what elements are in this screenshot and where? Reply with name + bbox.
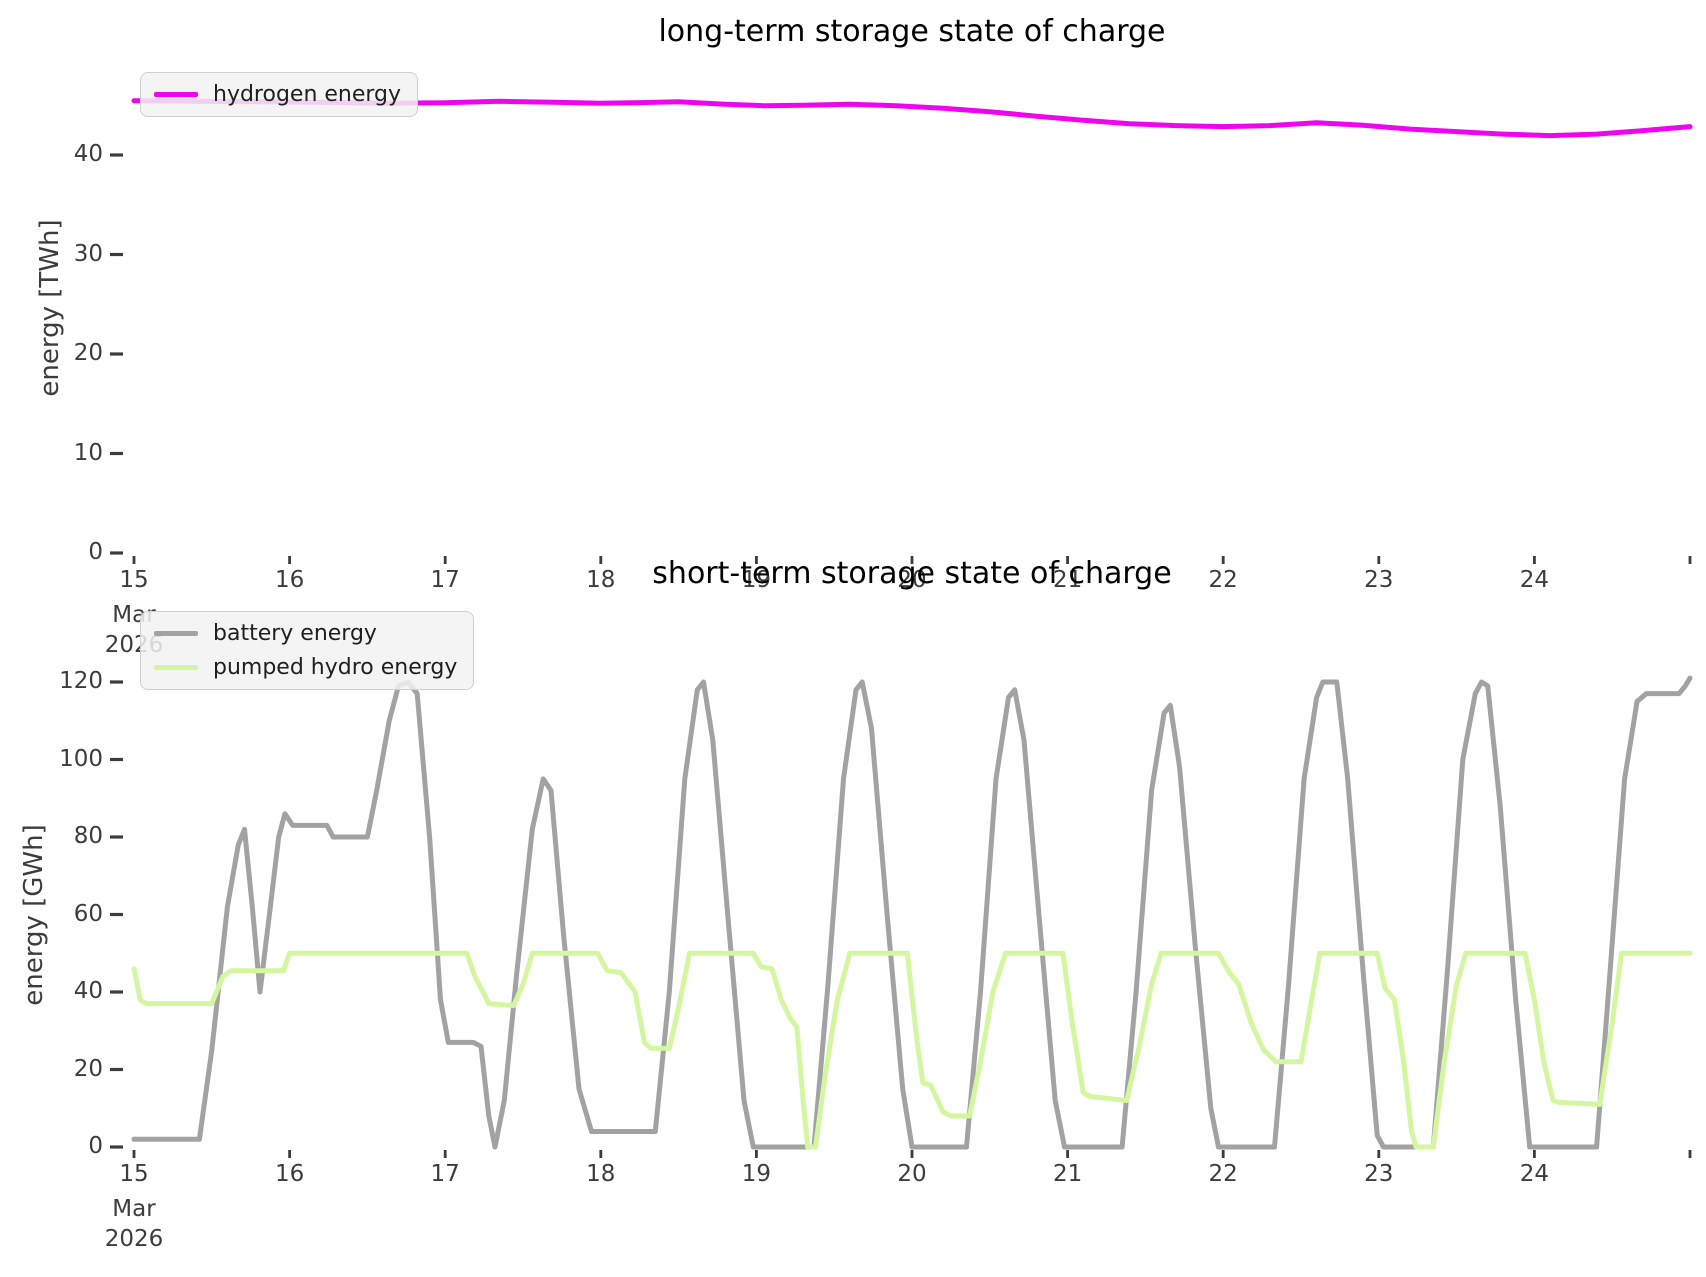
x-tick-label: 21 [1052, 1161, 1083, 1187]
x-tick-label: 24 [1519, 1161, 1550, 1187]
legend-label-pumped-hydro: pumped hydro energy [213, 655, 458, 680]
pumped-hydro-line-swatch [154, 665, 198, 670]
legend-label-battery: battery energy [213, 621, 377, 646]
hydrogen-energy-line [131, 98, 1693, 139]
legend-entry-pumped-hydro: pumped hydro energy [154, 655, 457, 680]
x-tick-label: 17 [430, 567, 460, 593]
x-tick-label: 23 [1364, 1161, 1394, 1187]
y-tick-label: 10 [73, 439, 103, 466]
y-tick-label: 40 [73, 978, 103, 1005]
x-tick-label: 21 [1052, 567, 1083, 593]
x-tick-label: 16 [274, 567, 305, 593]
y-tick-label: 80 [73, 823, 103, 850]
legend-entry-hydrogen: hydrogen energy [154, 82, 401, 107]
chart-title-short-term: short-term storage state of charge [652, 556, 1172, 591]
y-tick-label: 0 [88, 1133, 103, 1160]
y-axis-label-gwh: energy [GWh] [19, 824, 49, 1006]
x-tick-label: 18 [586, 1161, 616, 1187]
x-tick-label: 17 [430, 1161, 460, 1187]
x-tick-label: 16 [274, 1161, 305, 1187]
x-tick-label: 22 [1208, 1161, 1238, 1187]
x-tick-label: 24 [1519, 567, 1550, 593]
x-axis-year-label: 2026 [104, 1226, 164, 1252]
battery-line-swatch [154, 631, 198, 636]
x-tick-label: 19 [741, 1161, 772, 1187]
x-tick-label: 22 [1208, 567, 1238, 593]
y-tick-label: 20 [73, 1055, 103, 1082]
x-tick-label: 15 [119, 567, 149, 593]
chart-title-long-term: long-term storage state of charge [658, 14, 1166, 49]
x-axis-month-label: Mar [112, 1196, 156, 1222]
x-tick-label: 15 [119, 1161, 149, 1187]
x-tick-label: 19 [741, 567, 772, 593]
x-tick-label: 18 [586, 567, 616, 593]
y-tick-label: 100 [59, 745, 103, 772]
legend-label-hydrogen: hydrogen energy [213, 82, 402, 107]
x-tick-label: 20 [897, 1161, 927, 1187]
y-tick-label: 20 [73, 340, 103, 367]
hydrogen-line-swatch [154, 92, 198, 97]
y-tick-label: 0 [88, 539, 103, 566]
legend-short-term: battery energy pumped hydro energy [140, 611, 475, 690]
pumped-hydro-energy-line [131, 950, 1693, 1150]
x-tick-label: 20 [897, 567, 927, 593]
y-tick-label: 30 [73, 240, 103, 267]
battery-energy-line [131, 675, 1693, 1150]
y-tick-label: 40 [73, 141, 103, 168]
y-tick-label: 120 [59, 668, 103, 695]
y-tick-label: 60 [73, 900, 103, 927]
legend-long-term: hydrogen energy [140, 72, 419, 117]
legend-entry-battery: battery energy [154, 621, 457, 646]
y-axis-label-twh: energy [TWh] [35, 219, 65, 397]
x-tick-label: 23 [1364, 567, 1394, 593]
